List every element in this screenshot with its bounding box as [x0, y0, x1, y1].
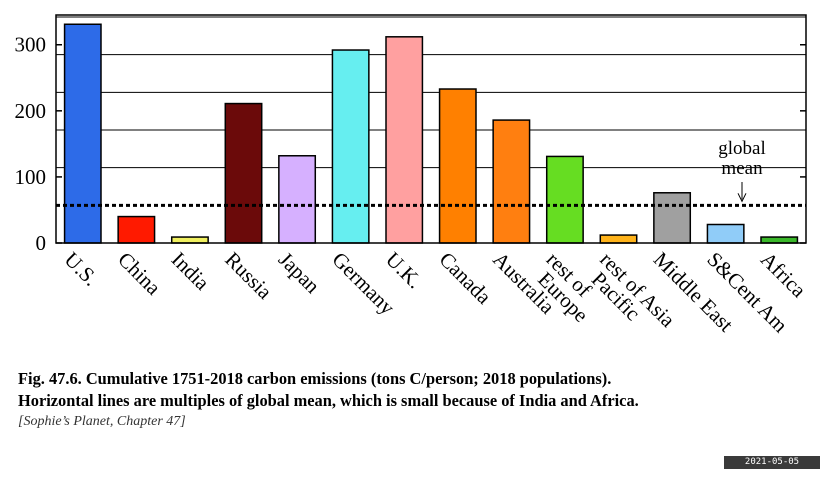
bar-9 — [545, 155, 584, 244]
x-tick-label-line: India — [167, 247, 215, 295]
bar-12 — [706, 223, 745, 244]
x-tick-label-4: Japan — [274, 247, 325, 298]
y-tick-label-3: 300 — [15, 33, 47, 57]
caption-source: [Sophie’s Planet, Chapter 47] — [18, 414, 186, 429]
bar-8 — [492, 119, 531, 244]
bar-6 — [385, 36, 424, 244]
x-tick-label-1: China — [113, 247, 166, 300]
x-tick-label-line: U.K. — [381, 247, 427, 293]
x-tick-label-3: Russia — [220, 247, 277, 304]
plot-frame — [55, 14, 807, 244]
bar-5 — [331, 49, 370, 244]
x-tick-label-line: Russia — [220, 247, 277, 304]
bar-13 — [760, 236, 799, 244]
x-tick-label-line: U.S. — [60, 247, 103, 290]
x-tick-label-line: Canada — [435, 247, 497, 309]
figure-caption: Fig. 47.6. Cumulative 1751-2018 carbon e… — [18, 368, 818, 432]
x-tick-label-6: U.K. — [381, 247, 427, 293]
timestamp: 2021-05-05 12:16:04 — [724, 456, 820, 480]
x-tick-label-0: U.S. — [60, 247, 103, 290]
annotation-line-0: global — [718, 138, 766, 159]
bar-1 — [117, 215, 156, 244]
bars — [63, 23, 799, 244]
bar-4 — [278, 155, 317, 244]
caption-line-1: Fig. 47.6. Cumulative 1751-2018 carbon e… — [18, 369, 612, 388]
y-tick-labels: 0 100 200 300 — [15, 33, 47, 255]
bar-11 — [653, 192, 692, 244]
x-tick-label-2: India — [167, 247, 215, 295]
bar-2 — [170, 236, 209, 244]
annotation-arrow-head — [737, 193, 747, 203]
x-tick-label-7: Canada — [435, 247, 497, 309]
annotation-line-1: mean — [721, 158, 763, 179]
axes — [55, 14, 807, 244]
bar-7 — [438, 88, 477, 244]
y-tick-label-1: 100 — [15, 165, 47, 189]
y-tick-label-0: 0 — [36, 231, 47, 255]
gridlines — [56, 16, 806, 169]
x-tick-label-line: Japan — [274, 247, 325, 298]
y-tick-label-2: 200 — [15, 99, 47, 123]
x-tick-label-line: China — [113, 247, 166, 300]
bar-10 — [599, 234, 638, 244]
bar-3 — [224, 102, 263, 244]
bar-0 — [63, 23, 102, 244]
caption-line-2: Horizontal lines are multiples of global… — [18, 391, 639, 410]
